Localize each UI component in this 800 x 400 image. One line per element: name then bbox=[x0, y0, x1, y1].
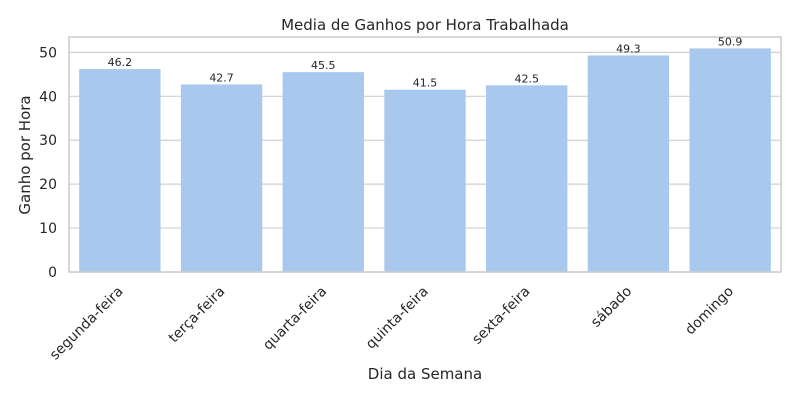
bars bbox=[79, 48, 771, 273]
bar bbox=[180, 84, 263, 272]
bar-value-label: 41.5 bbox=[413, 77, 438, 90]
y-tick-label: 0 bbox=[48, 265, 57, 281]
y-axis-label: Ganho por Hora bbox=[16, 95, 34, 214]
bar bbox=[282, 72, 364, 272]
bar-value-label: 42.7 bbox=[209, 71, 234, 84]
bar-value-label: 49.3 bbox=[616, 42, 641, 55]
y-tick-label: 40 bbox=[39, 89, 57, 105]
x-axis-label: Dia da Semana bbox=[368, 365, 482, 383]
y-tick-label: 10 bbox=[39, 221, 57, 237]
y-tick-label: 20 bbox=[39, 177, 57, 193]
x-tick-label: segunda-feira bbox=[47, 284, 127, 364]
plot-frame bbox=[68, 36, 782, 273]
x-tick-label: terça-feira bbox=[166, 284, 229, 347]
bar-value-label: 50.9 bbox=[718, 35, 743, 48]
bar-value-label: 45.5 bbox=[311, 59, 336, 72]
bar bbox=[79, 69, 161, 272]
y-axis-ticks: 0 10 20 30 40 50 bbox=[39, 45, 57, 281]
y-tick-label: 50 bbox=[39, 45, 57, 61]
chart-title: Media de Ganhos por Hora Trabalhada bbox=[281, 16, 569, 34]
x-tick-label: quarta-feira bbox=[260, 284, 330, 354]
x-axis-ticks: segunda-feira terça-feira quarta-feira quin… bbox=[47, 284, 737, 364]
x-tick-label: quinta-feira bbox=[363, 284, 432, 353]
bar-value-label: 42.5 bbox=[514, 72, 539, 85]
bar bbox=[384, 89, 466, 272]
bar bbox=[486, 85, 568, 273]
y-tick-label: 30 bbox=[39, 133, 57, 149]
x-tick-label: sábado bbox=[588, 284, 635, 331]
bar bbox=[587, 55, 670, 273]
x-tick-label: sexta-feira bbox=[469, 284, 533, 348]
x-tick-label: domingo bbox=[682, 284, 737, 339]
bar-value-label: 46.2 bbox=[108, 56, 133, 69]
bar bbox=[689, 48, 771, 272]
data-labels: 46.2 42.7 45.5 41.5 42.5 49.3 50.9 bbox=[108, 35, 743, 89]
